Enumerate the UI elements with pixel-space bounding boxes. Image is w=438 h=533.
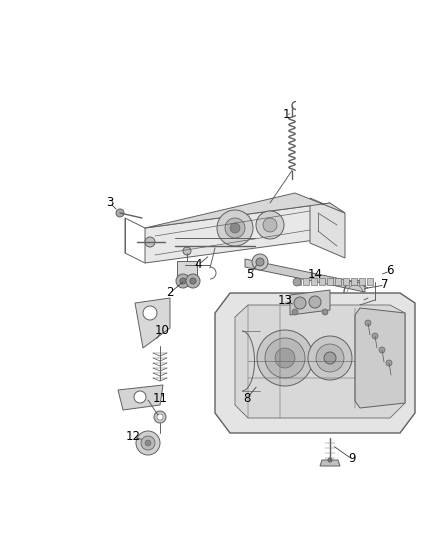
Text: 12: 12 [126, 431, 141, 443]
Bar [367, 278, 373, 285]
Circle shape [176, 274, 190, 288]
Circle shape [294, 297, 306, 309]
Circle shape [265, 338, 305, 378]
Circle shape [217, 210, 253, 246]
Circle shape [145, 237, 155, 247]
Circle shape [256, 258, 264, 266]
Bar [303, 278, 309, 285]
Text: 8: 8 [244, 392, 251, 405]
Polygon shape [135, 298, 170, 348]
Text: 13: 13 [278, 295, 293, 308]
Circle shape [256, 211, 284, 239]
Text: 7: 7 [381, 279, 389, 292]
Circle shape [157, 414, 163, 420]
Text: 14: 14 [307, 269, 322, 281]
Circle shape [186, 274, 200, 288]
Circle shape [365, 320, 371, 326]
Circle shape [309, 296, 321, 308]
Circle shape [372, 333, 378, 339]
Polygon shape [145, 203, 330, 263]
Circle shape [386, 360, 392, 366]
Circle shape [324, 352, 336, 364]
Bar [319, 278, 325, 285]
Bar [295, 278, 301, 285]
Circle shape [308, 336, 352, 380]
Circle shape [145, 440, 151, 446]
Text: 9: 9 [348, 453, 356, 465]
Bar [351, 278, 357, 285]
Bar [327, 278, 333, 285]
Circle shape [180, 278, 186, 284]
Circle shape [275, 348, 295, 368]
Circle shape [116, 209, 124, 217]
Polygon shape [290, 290, 330, 315]
Polygon shape [215, 293, 415, 433]
Text: 3: 3 [106, 197, 114, 209]
Bar [311, 278, 317, 285]
Circle shape [328, 458, 332, 462]
Circle shape [183, 247, 191, 255]
Bar [335, 278, 341, 285]
Polygon shape [235, 305, 405, 418]
Text: 2: 2 [166, 287, 174, 300]
Circle shape [379, 347, 385, 353]
Text: 6: 6 [386, 264, 394, 278]
Circle shape [252, 254, 268, 270]
Circle shape [143, 306, 157, 320]
Circle shape [292, 309, 298, 315]
Text: 4: 4 [194, 259, 202, 271]
Circle shape [257, 330, 313, 386]
Circle shape [136, 431, 160, 455]
Text: 1: 1 [282, 109, 290, 122]
Circle shape [141, 436, 155, 450]
Circle shape [322, 309, 328, 315]
Polygon shape [118, 385, 163, 410]
Circle shape [134, 391, 146, 403]
Text: 5: 5 [246, 269, 254, 281]
Circle shape [316, 344, 344, 372]
Polygon shape [310, 198, 345, 258]
Circle shape [154, 411, 166, 423]
Circle shape [230, 223, 240, 233]
Polygon shape [245, 259, 365, 292]
Polygon shape [145, 193, 345, 228]
Circle shape [293, 278, 301, 286]
Circle shape [190, 278, 196, 284]
Polygon shape [320, 460, 340, 466]
Bar [343, 278, 349, 285]
Circle shape [225, 218, 245, 238]
Bar [359, 278, 365, 285]
Polygon shape [355, 308, 405, 408]
Circle shape [263, 218, 277, 232]
Text: 10: 10 [155, 325, 170, 337]
Text: 11: 11 [152, 392, 167, 405]
Polygon shape [177, 261, 197, 278]
